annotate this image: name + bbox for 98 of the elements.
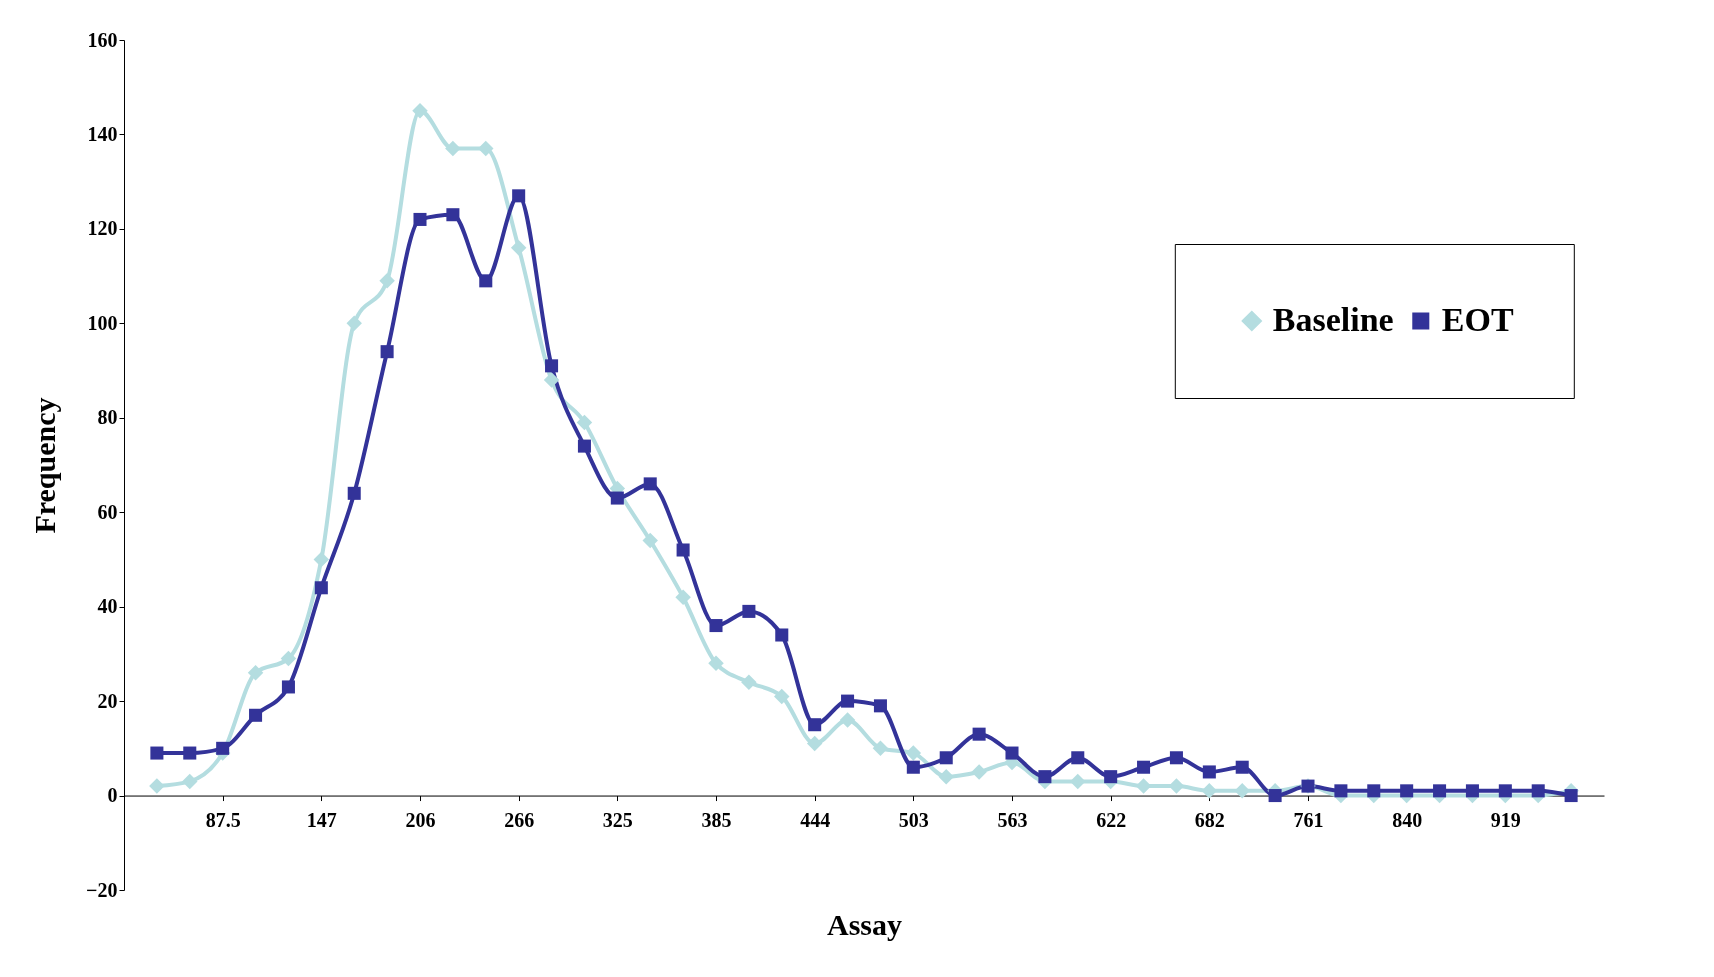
x-tick-label: 682: [1194, 809, 1225, 832]
point: [841, 694, 855, 708]
point: [249, 708, 263, 722]
y-tick-label: 160: [87, 28, 118, 51]
point: [1201, 783, 1218, 799]
y-tick-label: −20: [86, 878, 118, 901]
point: [1400, 784, 1414, 798]
point: [543, 372, 560, 388]
point: [314, 581, 328, 595]
y-tick-label: 60: [97, 500, 118, 523]
point: [182, 773, 198, 790]
point: [643, 477, 657, 491]
x-tick-label: 325: [602, 809, 633, 832]
point: [872, 740, 889, 757]
x-tick-label: 563: [997, 809, 1028, 832]
point: [642, 532, 658, 549]
point: [512, 189, 526, 203]
point: [379, 273, 395, 289]
point: [446, 208, 460, 222]
point: [150, 746, 164, 760]
point: [1137, 760, 1151, 774]
point: [281, 680, 295, 694]
point: [478, 140, 494, 157]
point: [972, 727, 986, 741]
point: [1070, 773, 1086, 790]
point: [775, 628, 789, 642]
point: [545, 359, 559, 373]
x-tick-label: 919: [1490, 809, 1521, 832]
point: [774, 688, 790, 705]
x-tick-label: 87.5: [205, 809, 241, 832]
x-tick-label: 147: [306, 809, 337, 832]
x-tick-label: 840: [1392, 809, 1423, 832]
point: [906, 760, 920, 774]
point: [676, 543, 690, 557]
point: [1334, 784, 1348, 798]
point: [708, 655, 724, 672]
point: [346, 315, 362, 332]
point: [938, 768, 954, 785]
legend-label: EOT: [1441, 301, 1514, 338]
point: [675, 589, 691, 605]
point: [1202, 765, 1216, 779]
point: [1531, 784, 1545, 798]
point: [873, 699, 887, 713]
legend-label: Baseline: [1272, 301, 1394, 338]
point: [1169, 751, 1183, 765]
point: [1104, 770, 1118, 784]
point: [413, 212, 427, 226]
y-tick-label: 0: [107, 784, 118, 807]
y-tick-label: 120: [87, 217, 118, 240]
point: [149, 778, 165, 794]
point: [216, 741, 230, 755]
x-tick-label: 622: [1096, 809, 1127, 832]
x-tick-label: 266: [504, 809, 535, 832]
point: [709, 619, 723, 633]
point: [742, 604, 756, 618]
point: [247, 665, 264, 681]
x-tick-label: 503: [898, 809, 929, 832]
y-tick-label: 100: [87, 311, 118, 334]
point: [1038, 770, 1052, 784]
y-tick-label: 80: [97, 406, 118, 429]
point: [1005, 746, 1019, 760]
point: [1234, 783, 1250, 799]
point: [1235, 760, 1249, 774]
x-tick-label: 761: [1293, 809, 1324, 832]
point: [806, 735, 823, 752]
point: [1465, 784, 1479, 798]
point: [1564, 789, 1578, 803]
point: [1071, 751, 1085, 765]
point: [808, 718, 822, 732]
point: [576, 414, 593, 431]
x-tick-label: 444: [800, 809, 831, 832]
point: [347, 486, 361, 500]
y-tick-label: 20: [97, 689, 118, 712]
y-tick-label: 40: [97, 595, 118, 618]
point: [445, 140, 461, 157]
point: [183, 746, 197, 760]
point: [1268, 789, 1282, 803]
x-tick-label: 385: [701, 809, 732, 832]
point: [610, 491, 624, 505]
point: [1433, 784, 1447, 798]
x-axis-title: Assay: [826, 908, 903, 942]
point: [510, 240, 527, 256]
point: [577, 439, 591, 453]
point: [313, 551, 330, 568]
x-tick-label: 206: [405, 809, 436, 832]
point: [479, 274, 493, 288]
y-tick-label: 140: [87, 122, 118, 145]
point: [280, 650, 297, 667]
point: [380, 345, 394, 359]
point: [741, 674, 757, 690]
point: [971, 764, 987, 780]
point: [1367, 784, 1381, 798]
point: [939, 751, 953, 765]
point: [1498, 784, 1512, 798]
y-axis-title: Frequency: [28, 397, 62, 534]
point: [839, 712, 856, 728]
point: [905, 745, 922, 761]
point: [412, 103, 428, 119]
